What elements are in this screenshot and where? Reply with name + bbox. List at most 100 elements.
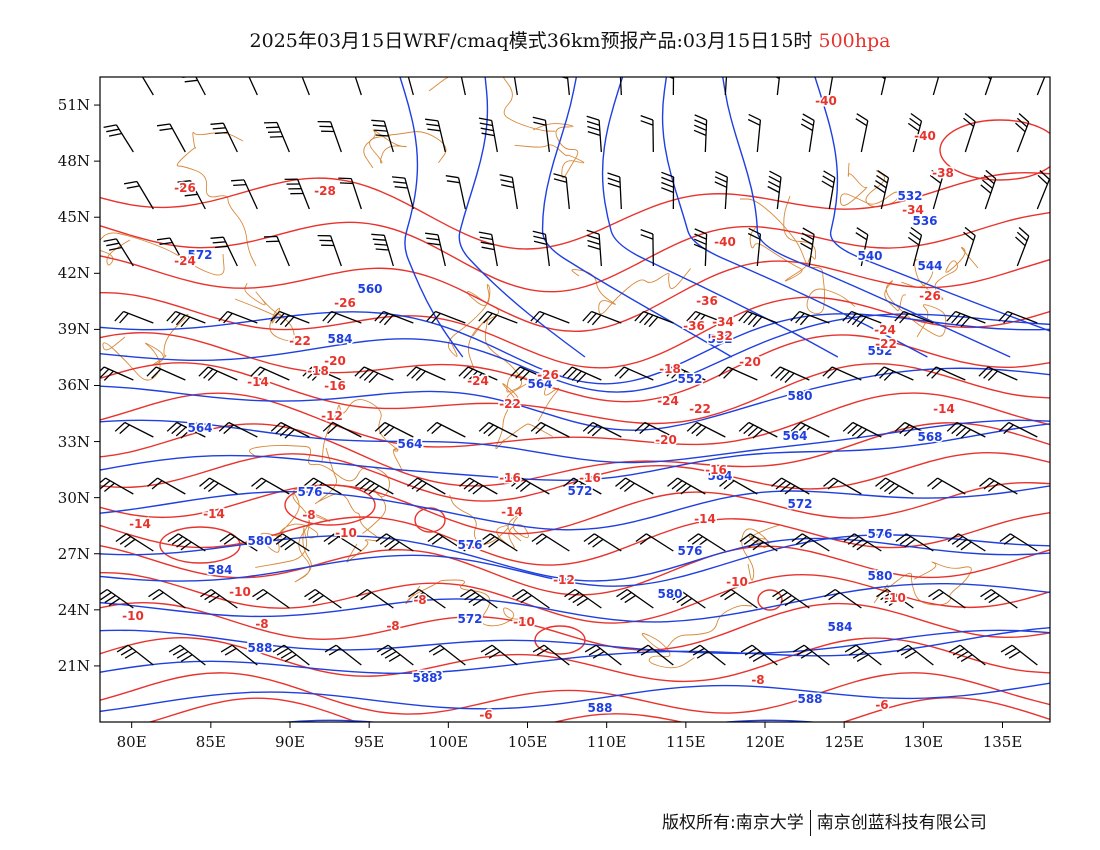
wind-barb-flag bbox=[723, 368, 734, 379]
wind-barb-flag bbox=[895, 533, 907, 543]
height-label: 580 bbox=[657, 587, 682, 601]
wind-barb-flag bbox=[879, 480, 891, 490]
wind-barb-flag bbox=[963, 231, 975, 241]
temperature-label: -10 bbox=[335, 526, 357, 540]
wind-barb-flag bbox=[586, 115, 600, 121]
wind-barb-flag bbox=[182, 189, 196, 192]
province-border bbox=[641, 605, 753, 669]
wind-barb-flag bbox=[952, 647, 965, 656]
wind-barb-flag bbox=[738, 311, 748, 322]
wind-barb bbox=[179, 644, 206, 666]
wind-barb-flag bbox=[827, 480, 839, 490]
wind-barb-flag bbox=[779, 370, 790, 381]
wind-barb-flag bbox=[691, 535, 704, 545]
height-label: 564 bbox=[782, 429, 807, 443]
wind-barb-flag bbox=[634, 311, 644, 322]
temperature-contour bbox=[100, 291, 1050, 369]
temperature-label: -26 bbox=[174, 181, 196, 195]
wind-barb-flag bbox=[426, 237, 440, 241]
wind-barb bbox=[522, 588, 550, 609]
wind-barb-flag bbox=[576, 485, 588, 495]
wind-barb-flag bbox=[946, 422, 958, 432]
wind-barb bbox=[123, 310, 154, 324]
wind-barb-flag bbox=[694, 119, 707, 126]
wind-barb-flag bbox=[607, 177, 621, 183]
wind-barb bbox=[436, 421, 466, 438]
wind-barb-flag bbox=[983, 480, 995, 490]
wind-barb-flag bbox=[964, 226, 976, 237]
wind-barb bbox=[460, 77, 466, 96]
wind-barb-flag bbox=[948, 644, 961, 653]
wind-barb-flag bbox=[478, 311, 488, 322]
wind-barb-flag bbox=[203, 368, 214, 379]
wind-barb-flag bbox=[588, 647, 601, 656]
wind-barb-flag bbox=[779, 482, 791, 493]
wind-barb-flag bbox=[280, 538, 292, 548]
wind-barb bbox=[781, 477, 810, 495]
wind-barb bbox=[938, 588, 966, 609]
wind-barb-flag bbox=[1038, 61, 1048, 70]
wind-barb bbox=[488, 421, 518, 438]
wind-barb-flag bbox=[619, 368, 630, 379]
wind-barb bbox=[543, 644, 570, 666]
wind-barb-flag bbox=[671, 480, 683, 490]
wind-barb bbox=[696, 421, 726, 438]
lon-tick-label: 80E bbox=[116, 733, 147, 751]
wind-barb-flag bbox=[931, 480, 943, 490]
wind-barb-flag bbox=[126, 185, 140, 189]
wind-barb bbox=[594, 533, 622, 552]
company-name: 南京创蓝科技有限公司 bbox=[816, 813, 987, 833]
wind-barb bbox=[313, 477, 342, 495]
wind-barb-flag bbox=[955, 314, 966, 326]
wind-barb-flag bbox=[821, 180, 834, 189]
wind-barb-flag bbox=[877, 62, 888, 69]
wind-barb-flag bbox=[823, 62, 834, 69]
wind-barb-flag bbox=[156, 237, 170, 241]
wind-barb bbox=[677, 477, 706, 495]
temperature-label: -40 bbox=[815, 94, 837, 108]
wind-barb-flag bbox=[694, 124, 707, 131]
temperature-label: -14 bbox=[203, 507, 225, 521]
wind-barb-flag bbox=[747, 118, 761, 126]
wind-barb bbox=[470, 588, 498, 609]
wind-barb bbox=[178, 533, 206, 552]
wind-barb-flag bbox=[233, 183, 247, 187]
wind-barb-flag bbox=[848, 647, 861, 656]
province-border bbox=[102, 313, 189, 381]
wind-barb-flag bbox=[100, 366, 105, 373]
wind-barb bbox=[727, 366, 758, 381]
wind-barb-flag bbox=[608, 69, 620, 73]
wind-barb-flag bbox=[855, 118, 868, 127]
lat-tick-label: 48N bbox=[57, 152, 90, 171]
wind-barb-flag bbox=[148, 588, 160, 598]
temperature-label: -36 bbox=[696, 294, 718, 308]
wind-barb bbox=[1011, 644, 1038, 666]
wind-barb bbox=[282, 533, 310, 552]
wind-barb bbox=[748, 421, 778, 438]
wind-barb-flag bbox=[458, 366, 469, 377]
wind-barb-flag bbox=[379, 424, 390, 435]
wind-barb-flag bbox=[171, 312, 181, 324]
wind-barb-flag bbox=[339, 182, 353, 185]
wind-barb bbox=[852, 421, 882, 438]
wind-barb bbox=[176, 421, 206, 438]
wind-barb bbox=[675, 366, 706, 381]
lat-tick-label: 36N bbox=[57, 376, 90, 395]
wind-barb-flag bbox=[983, 174, 995, 185]
temperature-label: -12 bbox=[321, 409, 343, 423]
temperature-label: -12 bbox=[553, 573, 575, 587]
wind-barb bbox=[210, 588, 238, 609]
lat-tick-label: 39N bbox=[57, 320, 90, 339]
wind-barb bbox=[276, 236, 290, 267]
wind-barb bbox=[851, 310, 882, 324]
height-contour bbox=[100, 682, 1050, 713]
wind-barb-flag bbox=[515, 480, 527, 490]
temperature-closed-contour bbox=[757, 589, 783, 611]
temperature-label: -26 bbox=[919, 289, 941, 303]
wind-barb-flag bbox=[114, 422, 126, 432]
wind-barb-flag bbox=[204, 591, 216, 601]
wind-barb-flag bbox=[987, 482, 999, 493]
wind-barb-flag bbox=[207, 482, 219, 493]
plot-frame bbox=[99, 76, 1051, 723]
wind-barb-flag bbox=[147, 477, 158, 487]
